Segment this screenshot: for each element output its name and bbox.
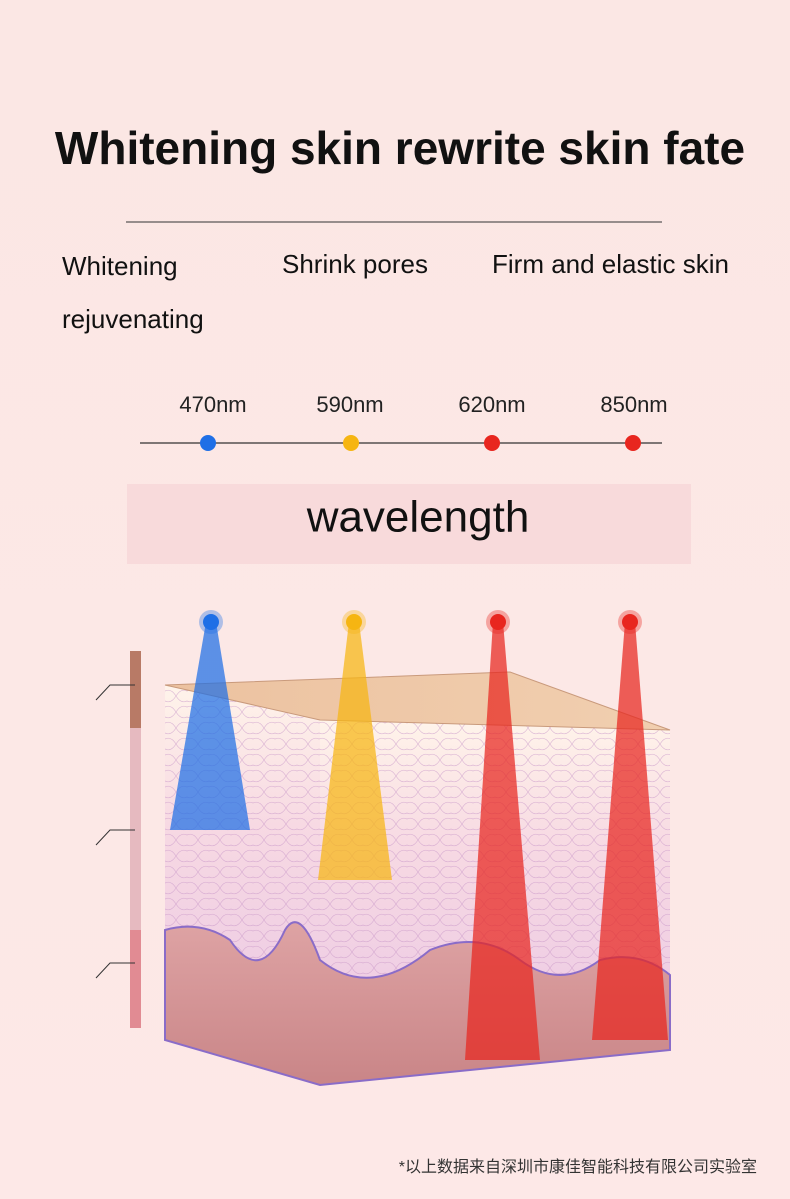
scale-segment (130, 728, 141, 930)
scale-segment (130, 930, 141, 1028)
light-source (346, 614, 362, 630)
scale-pointer (95, 829, 135, 846)
wavelength-dot (200, 435, 216, 451)
benefit: Whitening rejuvenating (62, 251, 204, 334)
light-source (622, 614, 638, 630)
wavelength-value: 470nm (179, 392, 246, 417)
benefit: Firm and elastic skin (492, 249, 729, 279)
benefit: Shrink pores (282, 249, 428, 279)
layer-scale (95, 651, 141, 1028)
beams (170, 610, 668, 1060)
scale-segment (130, 651, 141, 728)
wavelength-dot (625, 435, 641, 451)
light-beam (318, 622, 392, 880)
wavelength-value: 590nm (316, 392, 383, 417)
footnote: *以上数据来自深圳市康佳智能科技有限公司实验室 (399, 1158, 757, 1176)
wavelength-value: 850nm (600, 392, 667, 417)
title: Whitening skin rewrite skin fate (55, 122, 745, 174)
benefit-box: Whitening rejuvenating (62, 251, 204, 334)
wavelength-dot (484, 435, 500, 451)
wavelength-box (127, 484, 691, 564)
light-source (203, 614, 219, 630)
light-source (490, 614, 506, 630)
scale-pointer (95, 962, 135, 979)
light-beam (592, 622, 668, 1040)
light-beam (170, 622, 250, 830)
light-beam (465, 622, 540, 1060)
scale-pointer (95, 684, 135, 701)
wavelength-value: 620nm (458, 392, 525, 417)
skin-top (164, 671, 671, 731)
wavelength-label: wavelength (306, 493, 530, 542)
wavelength-dot (343, 435, 359, 451)
